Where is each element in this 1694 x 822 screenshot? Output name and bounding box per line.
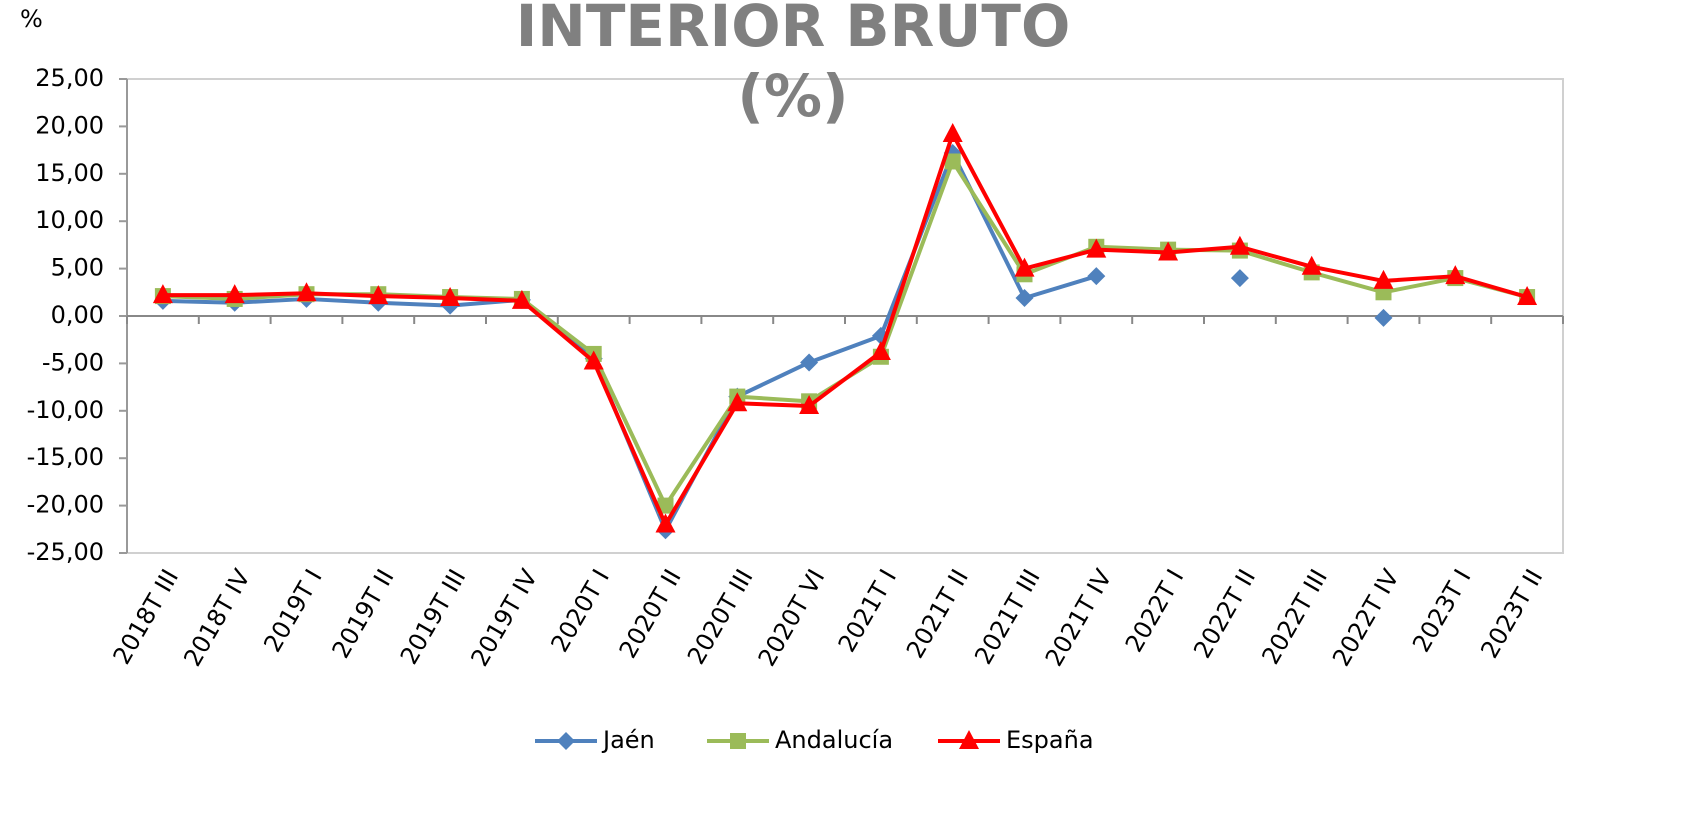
point: [1087, 267, 1106, 286]
point: [1301, 255, 1322, 275]
y-tick-label: -10,00: [27, 396, 104, 424]
legend-label: Jaén: [601, 726, 655, 754]
legend-label: Andalucía: [775, 726, 893, 754]
x-tick-label: 2019T I: [258, 565, 327, 657]
y-tick-label: 5,00: [51, 254, 104, 282]
point: [1445, 265, 1466, 285]
chart-title: (%): [737, 62, 848, 130]
point: [870, 341, 891, 361]
point: [583, 350, 604, 370]
x-tick-label: 2020T I: [545, 565, 614, 657]
x-tick-label: 2020T III: [682, 565, 759, 670]
x-tick-label: 2021T IV: [1040, 564, 1118, 671]
point: [800, 353, 819, 372]
point: [296, 282, 317, 302]
y-tick-label: -25,00: [27, 538, 104, 566]
point: [1014, 257, 1035, 277]
x-tick-label: 2022T II: [1188, 565, 1261, 663]
x-tick-label: 2019T IV: [465, 564, 543, 671]
point: [944, 153, 961, 170]
x-tick-label: 2022T I: [1120, 565, 1189, 657]
x-tick-label: 2023T I: [1407, 565, 1476, 657]
x-tick-label: 2020T VI: [753, 565, 831, 672]
point: [657, 497, 674, 514]
point: [1374, 308, 1393, 327]
point: [799, 395, 820, 415]
y-tick-label: -15,00: [27, 443, 104, 471]
y-tick-label: 0,00: [51, 301, 104, 329]
x-tick-label: 2021T I: [833, 565, 902, 657]
x-tick-label: 2022T III: [1256, 565, 1333, 670]
point: [1517, 286, 1538, 306]
x-tick-label: 2020T II: [614, 565, 687, 663]
x-tick-label: 2022T IV: [1327, 564, 1405, 671]
x-tick-label: 2021T III: [969, 565, 1046, 670]
x-tick-label: 2019T II: [327, 565, 400, 663]
y-axis-label: %: [20, 5, 43, 33]
x-tick-label: 2019T III: [395, 565, 472, 670]
chart-title: INTERIOR BRUTO: [516, 0, 1071, 60]
point: [440, 286, 461, 306]
y-tick-label: 15,00: [35, 159, 104, 187]
point: [727, 392, 748, 412]
x-tick-label: 2021T II: [901, 564, 974, 662]
y-tick-label: -5,00: [42, 348, 104, 376]
x-tick-label: 2018T IV: [178, 564, 256, 671]
point: [557, 732, 575, 750]
point: [1015, 288, 1034, 307]
point: [959, 730, 979, 749]
point: [730, 733, 746, 749]
y-tick-label: 25,00: [35, 64, 104, 92]
point: [1230, 269, 1249, 288]
x-tick-label: 2018T III: [108, 565, 185, 670]
point: [1086, 238, 1107, 258]
point: [1373, 269, 1394, 289]
y-tick-label: -20,00: [27, 491, 104, 519]
series-line: [162, 159, 1528, 508]
point: [368, 285, 389, 305]
legend-label: España: [1006, 726, 1094, 754]
y-tick-label: 10,00: [35, 206, 104, 234]
x-tick-label: 2023T II: [1475, 565, 1548, 663]
point: [152, 284, 173, 304]
point: [511, 289, 532, 309]
point: [655, 513, 676, 533]
y-tick-label: 20,00: [35, 111, 104, 139]
series-line: [163, 153, 1384, 530]
point: [224, 284, 245, 304]
series-line: [162, 131, 1528, 527]
point: [942, 122, 963, 142]
point: [1158, 241, 1179, 261]
point: [1229, 235, 1250, 255]
